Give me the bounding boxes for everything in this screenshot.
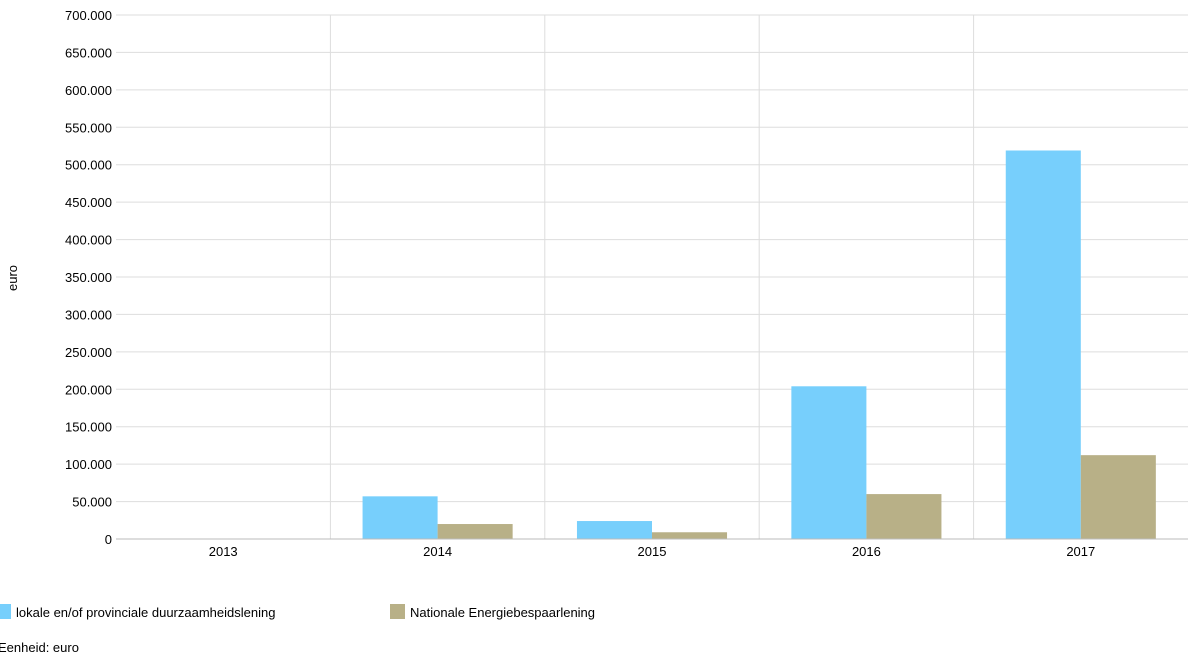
unit-footnote: Eenheid: euro (0, 640, 79, 655)
legend-swatch (390, 604, 405, 619)
y-tick-label: 700.000 (65, 8, 112, 23)
y-tick-label: 550.000 (65, 120, 112, 135)
y-tick-label: 150.000 (65, 420, 112, 435)
y-tick-label: 400.000 (65, 233, 112, 248)
bar-nationale-2017 (1080, 455, 1156, 539)
legend-swatch (0, 604, 11, 619)
grid-lines (116, 14, 1188, 539)
bar-nationale-2014 (437, 524, 513, 539)
y-tick-label: 300.000 (65, 307, 112, 322)
y-tick-label: 100.000 (65, 457, 112, 472)
y-tick-label: 650.000 (65, 45, 112, 60)
y-tick-label: 500.000 (65, 158, 112, 173)
y-tick-label: 0 (105, 532, 112, 547)
y-tick-label: 600.000 (65, 83, 112, 98)
bar-lokale-2015 (576, 521, 652, 539)
bar-lokale-2017 (1005, 150, 1081, 539)
y-tick-label: 350.000 (65, 270, 112, 285)
x-tick-label: 2013 (209, 544, 238, 559)
bars (362, 150, 1156, 539)
y-tick-label: 50.000 (72, 495, 112, 510)
bar-nationale-2016 (866, 494, 942, 539)
axes: 0 50.000 100.000 150.000 200.000 250.000 300.0… (65, 8, 1188, 559)
legend-label: lokale en/of provinciale duurzaamheidsle… (16, 605, 275, 620)
x-tick-label: 2014 (423, 544, 452, 559)
x-tick-label: 2016 (852, 544, 881, 559)
x-tick-label: 2015 (638, 544, 667, 559)
y-tick-label: 250.000 (65, 345, 112, 360)
bar-lokale-2016 (791, 386, 867, 539)
x-tick-label: 2017 (1066, 544, 1095, 559)
bar-nationale-2015 (652, 532, 728, 539)
y-tick-label: 200.000 (65, 382, 112, 397)
legend-label: Nationale Energiebespaarlening (410, 605, 595, 620)
y-axis-label: euro (5, 265, 20, 291)
legend: lokale en/of provinciale duurzaamheidsle… (0, 604, 595, 620)
y-tick-label: 450.000 (65, 195, 112, 210)
bar-lokale-2014 (362, 496, 438, 539)
